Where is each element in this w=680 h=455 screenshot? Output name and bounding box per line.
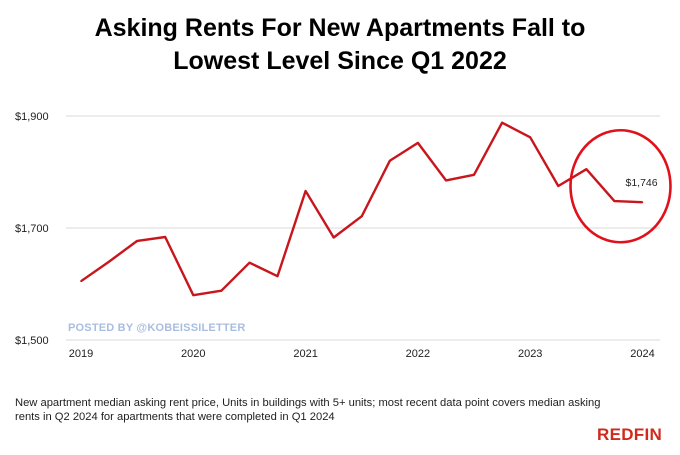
- chart-caption: New apartment median asking rent price, …: [15, 397, 601, 423]
- y-tick-label: $1,500: [15, 335, 49, 347]
- chart-title-line-1: Asking Rents For New Apartments Fall to: [94, 14, 586, 42]
- highlight-circle: [569, 128, 672, 244]
- data-point: [136, 240, 138, 242]
- y-tick-label: $1,900: [15, 111, 49, 123]
- data-point: [164, 236, 167, 238]
- data-point: [417, 142, 419, 144]
- data-point: [304, 190, 307, 192]
- data-point: [108, 260, 110, 263]
- data-point: [360, 215, 363, 218]
- data-point: [276, 275, 279, 277]
- data-point: [641, 201, 644, 204]
- data-point: [557, 185, 560, 187]
- redfin-logo: REDFIN: [597, 425, 663, 444]
- data-point: [529, 136, 531, 139]
- x-tick-label: 2020: [181, 348, 205, 360]
- rent-series-line: [80, 121, 643, 297]
- data-point: [332, 236, 335, 239]
- x-tick-label: 2024: [630, 348, 654, 360]
- y-tick-label: $1,700: [15, 223, 49, 235]
- data-point: [389, 160, 391, 162]
- data-point: [585, 168, 588, 170]
- x-tick-label: 2019: [69, 348, 93, 360]
- data-point: [501, 121, 503, 124]
- data-point: [192, 294, 195, 297]
- data-point: [445, 179, 447, 182]
- chart-title-line-2: Lowest Level Since Q1 2022: [173, 47, 507, 75]
- x-tick-label: 2021: [293, 348, 317, 360]
- data-point: [248, 261, 251, 264]
- watermark: POSTED BY @KOBEISSILETTER: [68, 322, 246, 334]
- x-tick-label: 2022: [406, 348, 430, 360]
- data-label: $1,746: [626, 177, 658, 189]
- chart-title: Asking Rents For New Apartments Fall to …: [0, 12, 680, 78]
- x-tick-label: 2023: [518, 348, 542, 360]
- data-point: [613, 200, 616, 202]
- data-point: [220, 289, 223, 292]
- data-point: [80, 280, 82, 283]
- data-point: [473, 174, 475, 176]
